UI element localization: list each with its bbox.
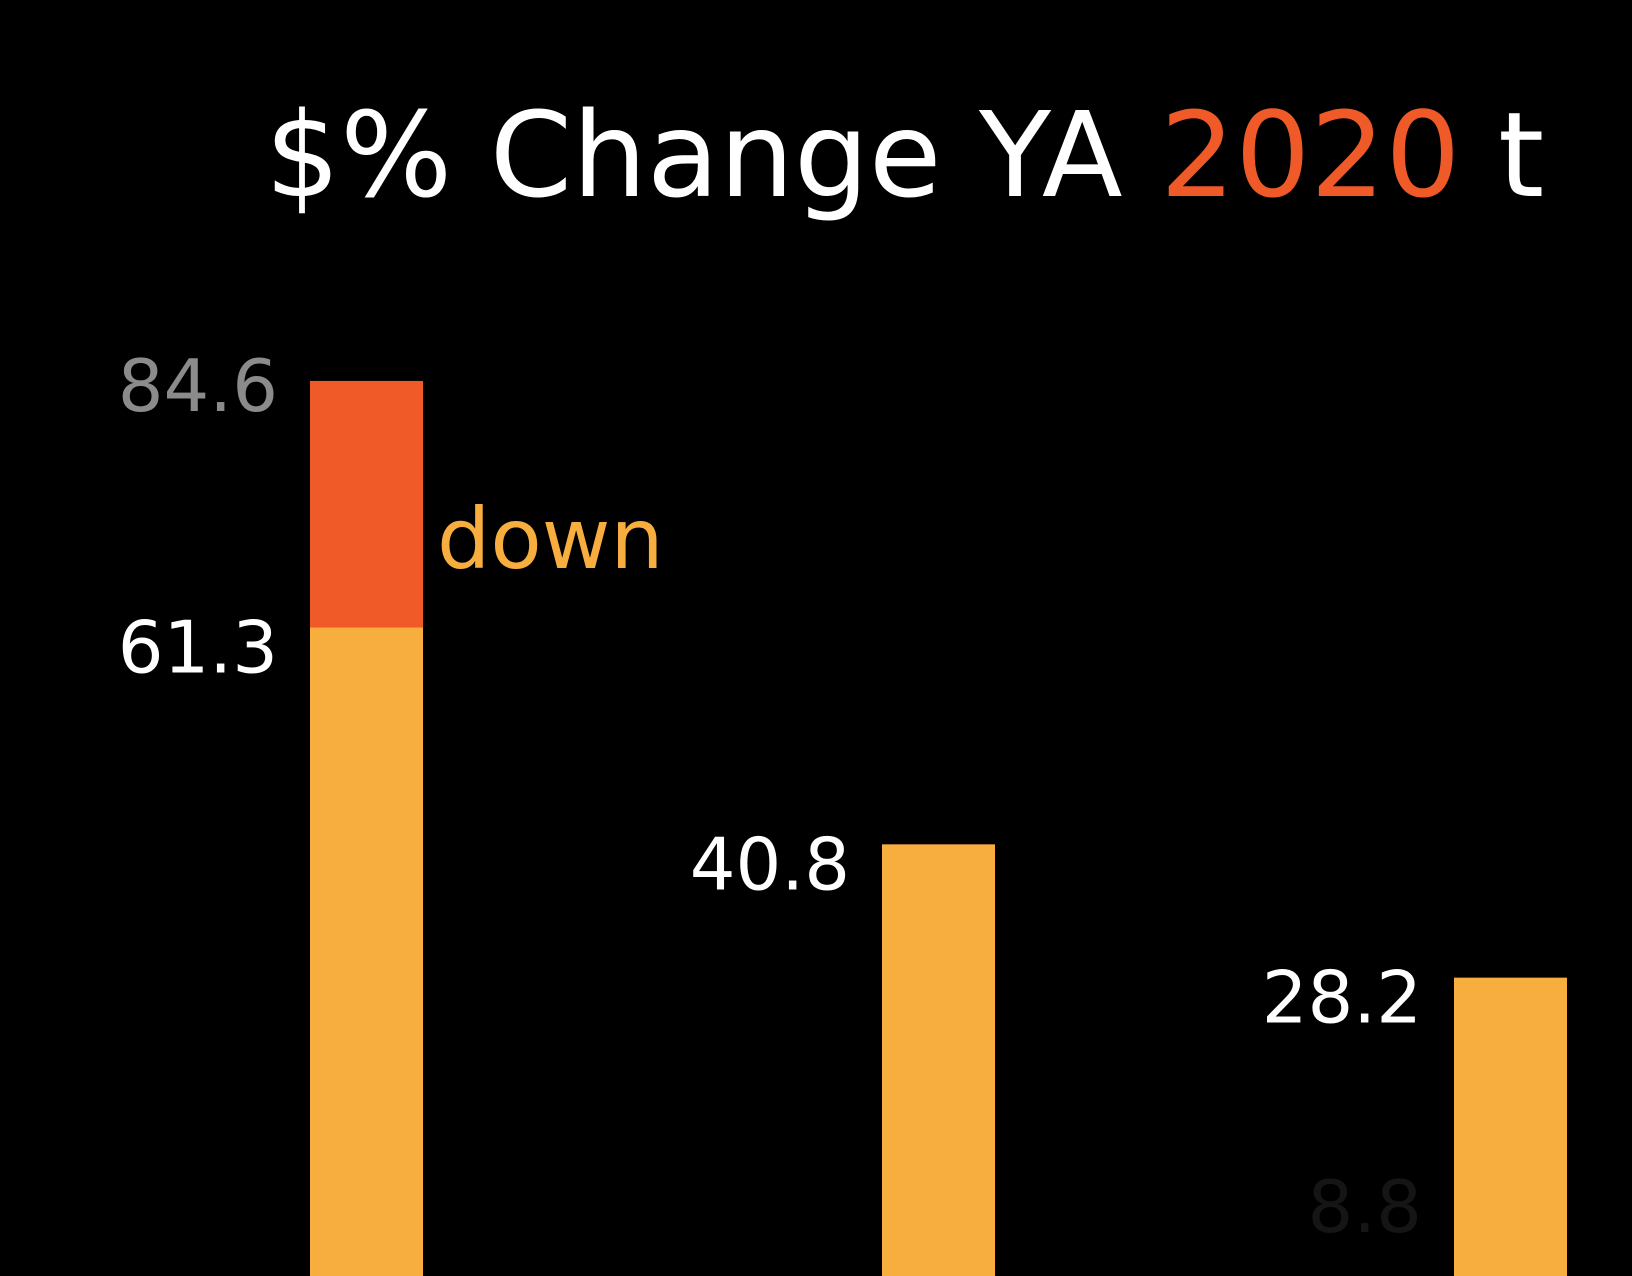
- bar: [1454, 977, 1567, 1276]
- bars-layer: [310, 380, 1567, 1276]
- bar-value-label: 28.2: [1262, 956, 1422, 1040]
- chart-title-highlight: 2020: [1160, 86, 1460, 224]
- down-annotation: down: [437, 490, 664, 588]
- bar: [882, 844, 995, 1276]
- chart-title-prefix: $% Change YA: [265, 86, 1160, 224]
- bar-value-label: 40.8: [690, 822, 850, 906]
- chart-title: $% Change YA 2020 t: [265, 86, 1544, 224]
- bar-value-label: 61.3: [118, 605, 278, 689]
- labels-layer: 84.6 61.3 40.8 28.2 8.8: [118, 344, 1422, 1249]
- faded-value-label: 8.8: [1307, 1165, 1422, 1249]
- chart-title-suffix: t: [1460, 86, 1544, 224]
- prior-bar-segment: [310, 380, 423, 628]
- bar: [310, 627, 423, 1276]
- prior-value-label: 84.6: [118, 344, 278, 428]
